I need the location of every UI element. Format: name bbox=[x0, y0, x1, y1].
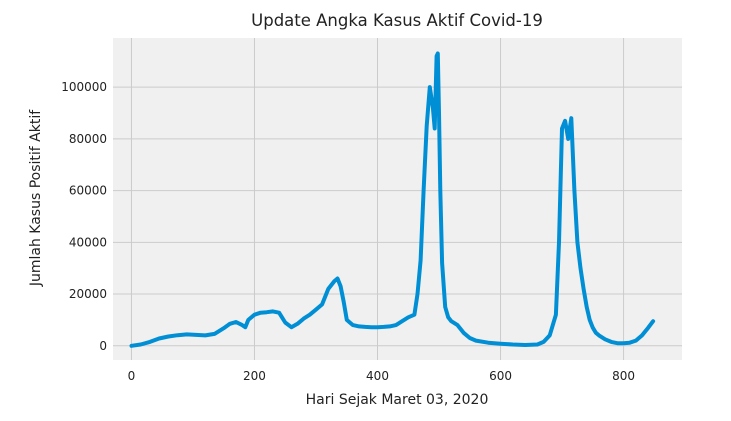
x-gridlines bbox=[130, 38, 625, 360]
x-tick-label: 0 bbox=[128, 369, 136, 383]
y-tick-labels: 0 20000 40000 60000 80000 100000 bbox=[61, 80, 107, 353]
y-axis-label: Jumlah Kasus Positif Aktif bbox=[28, 109, 44, 287]
y-tick-label: 100000 bbox=[61, 80, 107, 94]
x-tick-label: 400 bbox=[366, 369, 389, 383]
x-axis-label: Hari Sejak Maret 03, 2020 bbox=[306, 392, 489, 408]
y-tick-label: 60000 bbox=[69, 184, 107, 198]
y-gridlines bbox=[113, 86, 682, 347]
series-line-active-cases bbox=[129, 51, 656, 348]
x-tick-labels: 0 200 400 600 800 bbox=[128, 369, 635, 383]
y-tick-label: 20000 bbox=[69, 287, 107, 301]
x-tick-label: 600 bbox=[489, 369, 512, 383]
y-tick-label: 0 bbox=[99, 339, 107, 353]
x-tick-label: 200 bbox=[243, 369, 266, 383]
chart-title: Update Angka Kasus Aktif Covid-19 bbox=[251, 11, 543, 30]
x-tick-label: 800 bbox=[612, 369, 635, 383]
plot-area bbox=[113, 38, 682, 360]
y-tick-label: 80000 bbox=[69, 132, 107, 146]
y-tick-label: 40000 bbox=[69, 235, 107, 249]
